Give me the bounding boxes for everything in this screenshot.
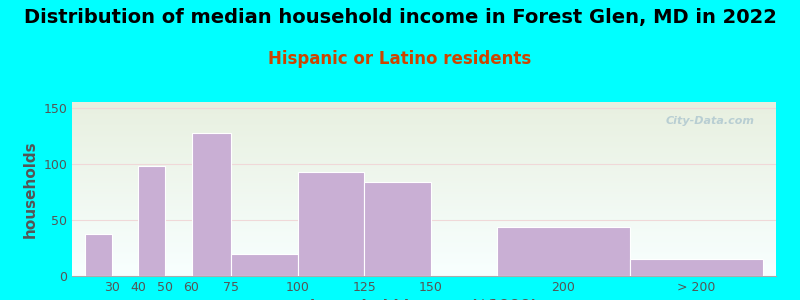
Text: Hispanic or Latino residents: Hispanic or Latino residents — [268, 50, 532, 68]
Text: City-Data.com: City-Data.com — [666, 116, 755, 126]
Bar — [191, 134, 231, 276]
Text: Distribution of median household income in Forest Glen, MD in 2022: Distribution of median household income … — [23, 8, 777, 26]
Bar — [231, 254, 298, 276]
Bar — [86, 235, 112, 276]
Bar — [298, 172, 364, 276]
Bar — [630, 259, 762, 276]
Bar — [497, 226, 630, 276]
Bar — [364, 182, 430, 276]
X-axis label: household income ($1000): household income ($1000) — [310, 299, 538, 300]
Y-axis label: households: households — [22, 140, 38, 238]
Bar — [138, 166, 165, 276]
